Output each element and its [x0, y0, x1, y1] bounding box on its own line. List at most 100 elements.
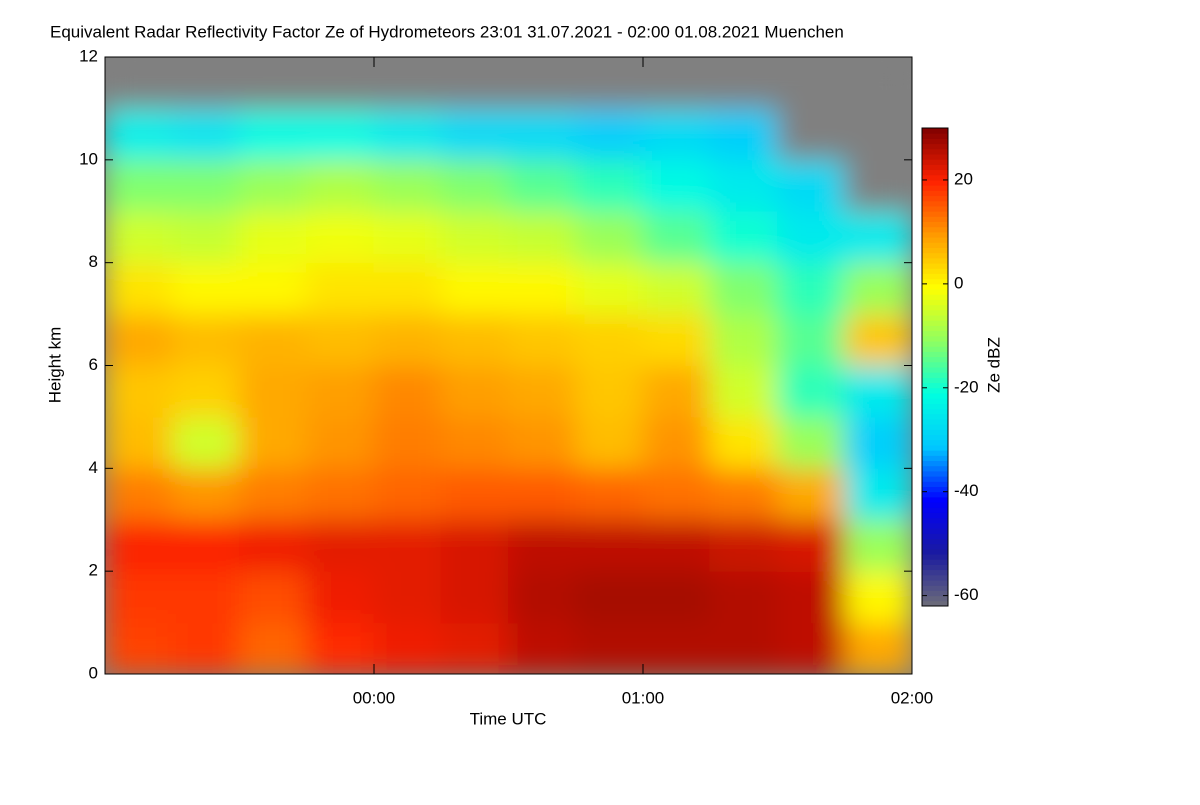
- colorbar-title: Ze dBZ: [984, 337, 1003, 393]
- cell: [508, 107, 577, 161]
- cell: [440, 159, 509, 212]
- cell: [171, 262, 240, 315]
- cell: [575, 210, 644, 264]
- colorbar-segment: [922, 574, 948, 581]
- colorbar-segment: [922, 361, 948, 368]
- cell: [373, 570, 442, 624]
- colorbar-segment: [922, 376, 948, 384]
- colorbar-segment: [922, 579, 948, 586]
- cell: [709, 622, 778, 674]
- y-tick-label: 4: [89, 458, 98, 477]
- cell: [440, 210, 509, 264]
- colorbar-segment: [922, 366, 948, 373]
- colorbar-segment: [922, 278, 948, 285]
- colorbar-segment: [922, 215, 948, 223]
- colorbar-segment: [922, 428, 948, 436]
- colorbar-segment: [922, 501, 948, 508]
- cell: [642, 416, 711, 469]
- cell: [508, 262, 577, 315]
- cell: [575, 467, 644, 521]
- cell: [709, 365, 778, 418]
- cell: [373, 416, 442, 469]
- cell: [642, 519, 711, 572]
- cell: [709, 313, 778, 366]
- colorbar-segment: [922, 288, 948, 295]
- colorbar-segment: [922, 595, 948, 602]
- cell: [508, 570, 577, 624]
- cell: [171, 622, 240, 674]
- colorbar-tick-label: -40: [954, 481, 979, 500]
- cell: [239, 570, 308, 624]
- colorbar-segment: [922, 517, 948, 524]
- colorbar-segment: [922, 179, 948, 186]
- cell: [508, 159, 577, 212]
- colorbar-segment: [922, 200, 948, 207]
- cell: [306, 519, 375, 572]
- colorbar-segment: [922, 340, 948, 347]
- colorbar-segment: [922, 298, 948, 306]
- colorbar-segment: [922, 600, 948, 607]
- colorbar-segment: [922, 319, 948, 326]
- cell: [844, 210, 912, 264]
- cell: [508, 416, 577, 469]
- cell: [171, 159, 240, 212]
- colorbar-segment: [922, 267, 948, 274]
- cell: [777, 365, 846, 418]
- cell: [239, 467, 308, 521]
- colorbar-tick-label: -60: [954, 585, 979, 604]
- cell: [239, 159, 308, 212]
- cell: [105, 365, 173, 418]
- cell: [306, 159, 375, 212]
- cell: [508, 519, 577, 572]
- colorbar-segment: [922, 413, 948, 420]
- colorbar-segment: [922, 491, 948, 498]
- cell: [709, 57, 778, 109]
- colorbar-segment: [922, 480, 948, 487]
- colorbar-segment: [922, 262, 948, 269]
- colorbar-segment: [922, 449, 948, 456]
- colorbar-segment: [922, 496, 948, 503]
- cell: [709, 467, 778, 521]
- colorbar-segment: [922, 127, 948, 134]
- colorbar-segment: [922, 345, 948, 352]
- cell: [642, 313, 711, 366]
- cell: [844, 57, 912, 109]
- cell: [508, 467, 577, 521]
- colorbar-segment: [922, 314, 948, 321]
- cell: [306, 210, 375, 264]
- cell: [777, 622, 846, 674]
- colorbar-segment: [922, 132, 948, 139]
- cell: [844, 159, 912, 212]
- chart-title: Equivalent Radar Reflectivity Factor Ze …: [50, 22, 844, 41]
- cell: [306, 416, 375, 469]
- colorbar-segment: [922, 423, 948, 430]
- cell: [709, 416, 778, 469]
- colorbar-segment: [922, 309, 948, 316]
- colorbar-segment: [922, 241, 948, 248]
- y-tick-label: 12: [79, 46, 98, 65]
- colorbar-segment: [922, 189, 948, 197]
- x-tick-label: 02:00: [891, 688, 934, 707]
- y-tick-label: 2: [89, 561, 98, 580]
- cell: [440, 365, 509, 418]
- colorbar-segment: [922, 569, 948, 576]
- cell: [575, 622, 644, 674]
- cell: [508, 622, 577, 674]
- x-axis-title: Time UTC: [470, 709, 547, 728]
- colorbar-segment: [922, 158, 948, 165]
- cell: [709, 159, 778, 212]
- colorbar-segment: [922, 324, 948, 332]
- colorbar-segment: [922, 439, 948, 446]
- cell: [171, 467, 240, 521]
- cell: [844, 519, 912, 572]
- colorbar-segment: [922, 283, 948, 290]
- colorbar-segment: [922, 563, 948, 571]
- colorbar-segment: [922, 434, 948, 441]
- cell: [844, 467, 912, 521]
- cell: [239, 107, 308, 161]
- colorbar-segment: [922, 169, 948, 176]
- cell: [373, 159, 442, 212]
- colorbar-segment: [922, 226, 948, 233]
- colorbar-segment: [922, 543, 948, 550]
